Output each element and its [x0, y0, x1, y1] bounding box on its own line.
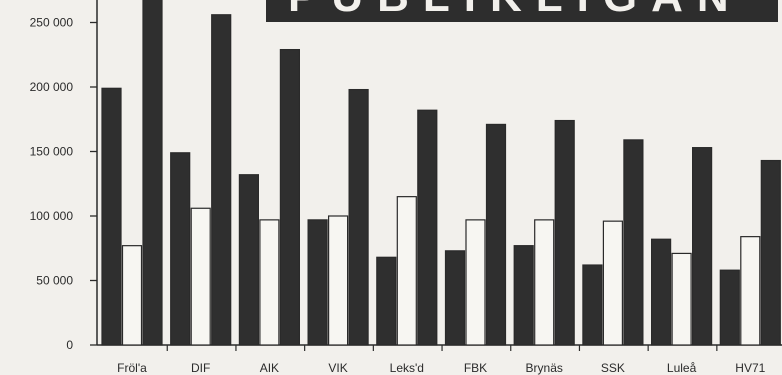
bar [691, 147, 713, 346]
x-tick-label: FBK [464, 361, 487, 375]
bar [121, 245, 143, 346]
bar [554, 119, 575, 346]
bar [190, 207, 211, 346]
bar [101, 87, 122, 346]
y-tick-label: 0 [66, 338, 73, 352]
bar [211, 14, 232, 346]
bar [417, 109, 438, 346]
bar [534, 219, 555, 346]
x-tick-label: Luleå [667, 361, 697, 375]
x-tick-label: VIK [328, 361, 347, 375]
bar [671, 252, 692, 346]
bar [650, 238, 672, 346]
bar [740, 236, 761, 346]
bar [465, 219, 486, 346]
x-tick-label: Brynäs [526, 361, 563, 375]
bar [444, 250, 466, 346]
y-tick-label: 50 000 [36, 274, 73, 288]
bar [602, 220, 624, 346]
bar [513, 245, 534, 346]
bar [328, 215, 349, 346]
bar [238, 174, 259, 346]
bar [142, 0, 163, 346]
bar [170, 152, 191, 346]
bar [259, 219, 280, 346]
bar [485, 123, 507, 346]
y-tick-label: 100 000 [30, 209, 74, 223]
y-tick-label: 150 000 [30, 145, 74, 159]
y-tick-label: 200 000 [30, 80, 74, 94]
x-tick-label: DIF [191, 361, 210, 375]
x-tick-label: HV71 [735, 361, 765, 375]
bar [623, 139, 644, 346]
bar [760, 159, 781, 346]
bar [719, 269, 740, 346]
x-tick-label: SSK [601, 361, 625, 375]
bar [582, 264, 603, 346]
y-tick-label: 250 000 [30, 16, 74, 30]
bar [376, 256, 397, 346]
bar [348, 88, 369, 346]
bar [279, 48, 300, 346]
x-tick-label: Leks'd [390, 361, 424, 375]
bar [307, 219, 328, 346]
chart-title: PUBLIKLIGAN [266, 0, 778, 22]
x-tick-label: Fröl'a [117, 361, 147, 375]
x-tick-label: AIK [260, 361, 279, 375]
bar [396, 196, 417, 346]
